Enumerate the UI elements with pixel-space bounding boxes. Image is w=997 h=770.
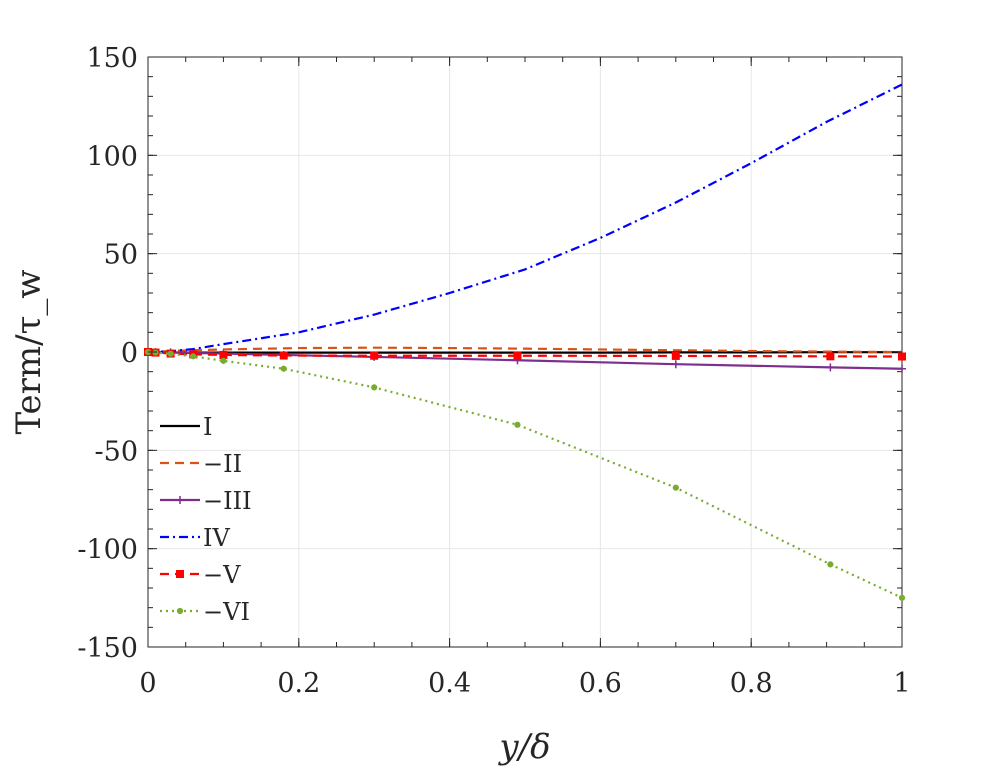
x-tick-label: 0.4 bbox=[428, 668, 471, 699]
x-tick-label: 0.2 bbox=[277, 668, 320, 699]
data-point-marker bbox=[826, 363, 835, 372]
data-point-marker bbox=[176, 607, 184, 615]
legend-item: I bbox=[160, 413, 212, 441]
legend-label: −VI bbox=[203, 598, 250, 626]
y-tick-label: 0 bbox=[121, 338, 138, 369]
legend-item: IV bbox=[160, 524, 230, 552]
data-point-marker bbox=[672, 484, 679, 491]
series-2 bbox=[147, 346, 903, 354]
data-point-marker bbox=[671, 351, 680, 360]
x-tick-label: 1 bbox=[893, 668, 910, 699]
data-point-marker bbox=[176, 496, 184, 504]
legend-label: −V bbox=[203, 561, 241, 589]
x-tick-label: 0.8 bbox=[730, 668, 773, 699]
data-point-marker bbox=[220, 357, 227, 364]
y-axis-title-text: Term/τ_w bbox=[9, 269, 49, 434]
data-point-marker bbox=[280, 365, 287, 372]
series-line bbox=[147, 350, 903, 599]
y-axis-title: Term/τ_w bbox=[9, 269, 49, 434]
legend-label: −II bbox=[203, 450, 242, 478]
data-point-marker bbox=[190, 353, 197, 360]
y-tick-label: 100 bbox=[86, 141, 138, 172]
y-tick-label: -50 bbox=[95, 436, 138, 467]
series-line bbox=[147, 83, 903, 354]
x-axis-ticks: 0 0.2 0.4 0.6 0.8 1 bbox=[139, 57, 911, 699]
data-point-marker bbox=[152, 349, 159, 356]
legend-label: IV bbox=[203, 524, 230, 552]
y-tick-label: -100 bbox=[77, 535, 138, 566]
data-point-marker bbox=[219, 350, 228, 359]
data-point-marker bbox=[898, 352, 906, 361]
x-axis-title-text: y/δ bbox=[497, 727, 550, 767]
x-tick-label: 0.6 bbox=[579, 668, 622, 699]
data-point-marker bbox=[176, 570, 184, 578]
legend-item: −VI bbox=[160, 598, 250, 626]
legend-item: −III bbox=[160, 487, 252, 515]
data-point-marker bbox=[898, 364, 906, 373]
legend-label: −III bbox=[203, 487, 252, 515]
legend-label: I bbox=[203, 413, 212, 441]
data-point-marker bbox=[370, 351, 379, 360]
data-point-marker bbox=[827, 561, 834, 568]
data-point-marker bbox=[513, 351, 522, 360]
y-tick-label: 150 bbox=[86, 43, 138, 74]
series-line bbox=[147, 346, 903, 354]
data-point-marker bbox=[514, 421, 521, 428]
y-axis-ticks: 150 100 50 0 -50 -100 -150 bbox=[77, 43, 902, 664]
data-point-marker bbox=[898, 594, 906, 601]
series-line bbox=[147, 350, 902, 354]
legend-item: −II bbox=[160, 450, 242, 478]
y-tick-label: 50 bbox=[104, 240, 138, 271]
series-group bbox=[144, 83, 906, 601]
x-axis-title: y/δ bbox=[497, 727, 550, 767]
series-1 bbox=[147, 350, 902, 354]
series-5 bbox=[144, 348, 906, 361]
x-tick-label: 0 bbox=[139, 668, 156, 699]
y-tick-label: -150 bbox=[77, 633, 138, 664]
data-point-marker bbox=[826, 352, 835, 361]
series-6 bbox=[144, 348, 906, 601]
data-point-marker bbox=[279, 351, 288, 360]
data-point-marker bbox=[371, 384, 378, 391]
legend-item: −V bbox=[160, 561, 241, 589]
data-point-marker bbox=[671, 360, 680, 369]
legend: I −II −III IV −V −VI bbox=[160, 413, 252, 626]
data-point-marker bbox=[167, 350, 174, 357]
series-4 bbox=[147, 83, 903, 354]
